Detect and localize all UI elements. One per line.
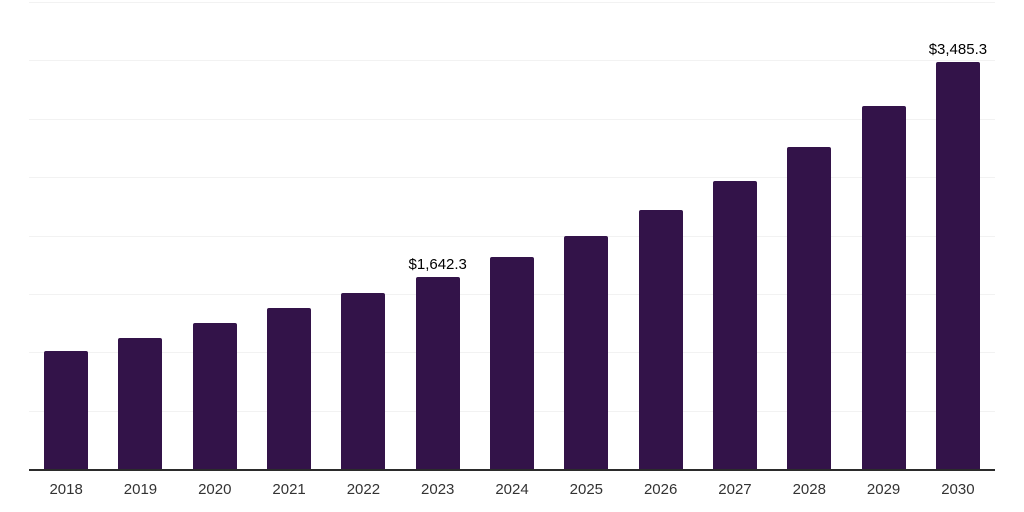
- x-tick-2025: 2025: [569, 481, 604, 498]
- x-tick-2028: 2028: [792, 481, 826, 498]
- bar-2029: [861, 106, 906, 469]
- bar-slot-2020: [178, 2, 252, 469]
- bar-slot-2030: $3,485.3: [921, 2, 995, 469]
- bars-row: $1,642.3 $3,485.3: [29, 2, 995, 469]
- gridline-3500: [29, 60, 995, 62]
- bar-2025: [564, 236, 609, 469]
- x-tick-2020: 2020: [198, 481, 232, 498]
- x-tick-2030: 2030: [941, 481, 975, 498]
- gridline-3000: [29, 118, 995, 120]
- x-tick-2022: 2022: [346, 481, 381, 498]
- data-label-2030: $3,485.3: [928, 41, 988, 59]
- x-tick-2023: 2023: [421, 481, 455, 498]
- data-label-2023: $1,642.3: [408, 256, 467, 274]
- bar-slot-2028: [772, 2, 846, 469]
- bar-2021: [267, 308, 312, 469]
- bar-2028: [787, 146, 832, 469]
- bar-slot-2026: [624, 2, 698, 469]
- gridline-4000: [29, 2, 995, 3]
- plot-area: $1,642.3 $3,485.3: [29, 2, 995, 471]
- bar-2022: [341, 293, 386, 469]
- bar-slot-2021: [252, 2, 326, 469]
- bar-2024: [490, 257, 535, 469]
- bar-slot-2018: [29, 2, 103, 469]
- bar-slot-2023: $1,642.3: [401, 2, 475, 469]
- x-tick-2019: 2019: [123, 481, 158, 498]
- bar-2018: [44, 350, 89, 469]
- gridline-2000: [29, 235, 995, 237]
- bar-slot-2025: [549, 2, 623, 469]
- bar-2027: [712, 180, 757, 469]
- x-tick-2021: 2021: [272, 481, 306, 498]
- x-tick-2024: 2024: [495, 481, 529, 498]
- bar-2030: [935, 62, 980, 469]
- bar-2023: [415, 277, 460, 469]
- bar-slot-2029: [846, 2, 920, 469]
- gridline-2500: [29, 177, 995, 179]
- bar-2020: [192, 322, 237, 469]
- x-tick-2018: 2018: [49, 481, 83, 498]
- bar-slot-2019: [103, 2, 177, 469]
- bar-2026: [638, 210, 683, 469]
- x-tick-2026: 2026: [643, 481, 678, 498]
- bar-slot-2022: [326, 2, 400, 469]
- x-tick-2029: 2029: [866, 481, 901, 498]
- bar-2019: [118, 337, 163, 469]
- bar-slot-2027: [698, 2, 772, 469]
- x-tick-2027: 2027: [718, 481, 752, 498]
- x-axis: 2018 2019 2020 2021 2022 2023 2024 2025 2026 2027…: [29, 480, 995, 500]
- bar-slot-2024: [475, 2, 549, 469]
